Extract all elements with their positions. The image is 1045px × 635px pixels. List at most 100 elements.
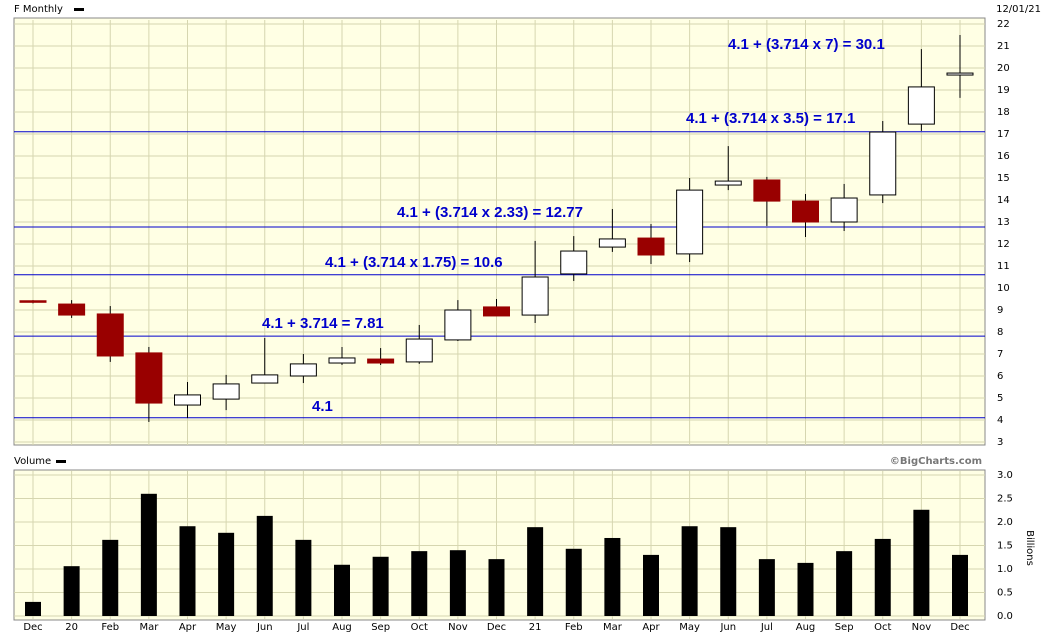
bar: [140, 493, 157, 616]
x-tick-label: Aug: [332, 622, 352, 633]
title-icon: [74, 8, 84, 11]
bar: [720, 527, 737, 616]
candle-body: [598, 238, 626, 248]
x-tick-label: Sep: [371, 622, 390, 633]
bar: [913, 509, 930, 616]
annotation: 4.1 + (3.714 x 7) = 30.1: [728, 36, 885, 53]
y-tick-label: 10: [997, 283, 1010, 294]
candle-body: [174, 394, 201, 406]
x-tick-label: Jul: [296, 622, 309, 633]
bar: [565, 548, 582, 616]
candle-body: [367, 358, 395, 364]
bar: [218, 532, 235, 616]
candle-body: [676, 189, 704, 255]
candle-body: [251, 374, 279, 384]
y-tick-label: 1.0: [997, 564, 1013, 575]
bar: [643, 554, 659, 616]
annotation: 4.1 + (3.714 x 3.5) = 17.1: [686, 110, 855, 127]
candle-body: [19, 300, 47, 303]
y-tick-label: 14: [997, 195, 1010, 206]
candle-body: [714, 180, 742, 186]
y-tick-label: 4: [997, 415, 1003, 426]
x-tick-label: Nov: [448, 622, 468, 633]
x-tick-label: May: [679, 622, 700, 633]
candle-body: [212, 383, 240, 400]
bar: [449, 550, 466, 616]
bar: [681, 526, 698, 616]
candle-body: [637, 237, 665, 256]
x-tick-label: Mar: [603, 622, 623, 633]
bar: [758, 559, 775, 616]
bar: [179, 526, 196, 616]
y-tick-label: 1.5: [997, 541, 1013, 552]
candle-body: [405, 338, 433, 363]
y-tick-label: 15: [997, 173, 1010, 184]
y-tick-label: 6: [997, 371, 1003, 382]
y-tick-label: 0.5: [997, 588, 1013, 599]
bar: [874, 538, 891, 616]
bar: [256, 515, 273, 616]
y-tick-label: 8: [997, 327, 1003, 338]
x-tick-label: 20: [65, 622, 78, 633]
price-title: F Monthly: [14, 4, 63, 15]
bar: [527, 527, 544, 616]
bar: [797, 562, 814, 616]
volume-title: Volume: [14, 456, 51, 467]
candle-body: [135, 352, 163, 404]
candle-body: [328, 357, 356, 364]
y-tick-label: 19: [997, 85, 1010, 96]
candle-body: [869, 131, 897, 196]
x-tick-label: Mar: [139, 622, 159, 633]
x-tick-label: Aug: [796, 622, 816, 633]
bar: [952, 554, 968, 616]
bar: [836, 551, 853, 616]
y-tick-label: 11: [997, 261, 1010, 272]
x-tick-label: Dec: [23, 622, 42, 633]
candle-body: [483, 306, 510, 317]
date-label: 12/01/21: [996, 4, 1041, 15]
y-tick-label: 2.0: [997, 517, 1013, 528]
x-tick-label: Nov: [912, 622, 932, 633]
y-axis-label: Billions: [1024, 530, 1035, 566]
y-tick-label: 0.0: [997, 611, 1013, 622]
y-tick-label: 18: [997, 107, 1010, 118]
annotation: 4.1: [312, 398, 333, 415]
y-tick-label: 3.0: [997, 470, 1013, 481]
candle-body: [444, 309, 472, 341]
bar: [372, 556, 389, 616]
annotation: 4.1 + (3.714 x 2.33) = 12.77: [397, 204, 583, 221]
x-tick-label: Jul: [760, 622, 773, 633]
y-tick-label: 21: [997, 41, 1010, 52]
annotation: 4.1 + 3.714 = 7.81: [262, 315, 384, 332]
bar: [411, 551, 428, 616]
bar: [604, 537, 621, 616]
candle-body: [946, 72, 974, 76]
x-tick-label: Dec: [950, 622, 969, 633]
candle-body: [58, 303, 86, 316]
candle-body: [830, 197, 858, 223]
bar: [63, 566, 80, 616]
x-tick-label: Oct: [411, 622, 428, 633]
volume-icon: [56, 460, 66, 463]
x-tick-label: Jun: [256, 622, 273, 633]
bar: [295, 539, 312, 616]
source: ©BigCharts.com: [890, 456, 982, 467]
y-tick-label: 16: [997, 151, 1010, 162]
y-tick-label: 9: [997, 305, 1003, 316]
bar: [25, 601, 41, 616]
y-tick-label: 20: [997, 63, 1010, 74]
y-tick-label: 13: [997, 217, 1010, 228]
y-tick-label: 2.5: [997, 494, 1013, 505]
x-tick-label: Apr: [179, 622, 197, 633]
y-tick-label: 17: [997, 129, 1010, 140]
y-tick-label: 22: [997, 19, 1010, 30]
bar: [102, 539, 119, 616]
y-tick-label: 5: [997, 393, 1003, 404]
candle-body: [907, 86, 935, 125]
x-tick-label: Apr: [642, 622, 660, 633]
candle-body: [753, 179, 781, 202]
candle-body: [560, 250, 588, 275]
x-tick-label: Sep: [835, 622, 854, 633]
x-tick-label: Oct: [874, 622, 891, 633]
